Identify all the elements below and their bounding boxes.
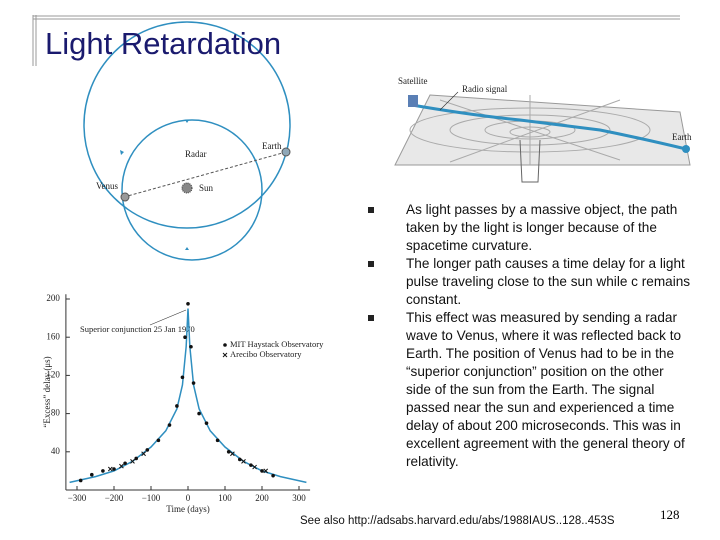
- footer-link: See also http://adsabs.harvard.edu/abs/1…: [300, 515, 615, 527]
- point: [90, 472, 94, 477]
- y-tick-label: 120: [46, 369, 60, 379]
- point: [101, 469, 105, 473]
- spacetime-figure: Satellite Radio signal Earth: [394, 76, 692, 183]
- annotation-line: [149, 309, 187, 326]
- label: Venus: [96, 181, 118, 191]
- point: [130, 458, 135, 464]
- point: [241, 458, 246, 464]
- fit-curve: [69, 308, 307, 484]
- legend-label: Arecibo Observatory: [230, 349, 302, 359]
- bullet-list: As light passes by a massive object, the…: [362, 201, 692, 471]
- y-tick-label: 200: [46, 293, 60, 303]
- x-tick-label: 200: [255, 493, 269, 503]
- label: Sun: [199, 183, 214, 193]
- point: [249, 463, 253, 467]
- y-tick-label: 80: [51, 408, 61, 418]
- slide-title: Light Retardation: [45, 26, 282, 61]
- legend-marker: [222, 352, 228, 358]
- point: [167, 423, 172, 427]
- x-tick-label: 100: [218, 493, 232, 503]
- point: [145, 448, 150, 452]
- label: Earth: [672, 132, 692, 142]
- legend-marker: [223, 343, 227, 347]
- point: [263, 468, 269, 474]
- point: [271, 473, 275, 478]
- point: [112, 467, 116, 471]
- point: [175, 404, 179, 408]
- point: [78, 478, 83, 483]
- legend-label: MIT Haystack Observatory: [230, 339, 324, 349]
- delay-plot: −300 −200 −100 0 100 200 300 40 80 120 160 200 Time …: [42, 293, 324, 514]
- point: [226, 450, 231, 454]
- point: [123, 461, 127, 466]
- point: [183, 335, 187, 340]
- point: [238, 457, 242, 462]
- point: [156, 438, 161, 443]
- point: [230, 451, 235, 457]
- orbit-figure: Earth Radar Venus Sun: [83, 21, 291, 261]
- point: [134, 456, 138, 461]
- point: [197, 411, 201, 416]
- point: [186, 301, 190, 306]
- point: [141, 451, 146, 457]
- point: [215, 438, 220, 443]
- y-axis-label: “Excess” delay (μs): [42, 356, 52, 427]
- bullet: This effect was measured by sending a ra…: [362, 309, 692, 471]
- point: [191, 381, 196, 385]
- point: [107, 466, 113, 472]
- x-tick-label: −100: [142, 493, 161, 503]
- y-tick-label: 40: [51, 446, 61, 456]
- y-tick-label: 160: [46, 331, 60, 341]
- frame: [32, 15, 680, 66]
- point: [189, 344, 193, 349]
- point: [204, 421, 209, 425]
- point: [119, 463, 124, 469]
- x-axis-label: Time (days): [166, 504, 209, 514]
- bullet: The longer path causes a time delay for …: [362, 255, 692, 309]
- label: Satellite: [398, 76, 428, 86]
- label: Radar: [185, 149, 207, 159]
- bullet: As light passes by a massive object, the…: [362, 201, 692, 255]
- page-number: 128: [660, 507, 680, 522]
- label: Radio signal: [462, 84, 508, 94]
- label: Earth: [262, 141, 282, 151]
- point: [252, 464, 257, 470]
- x-tick-label: 0: [186, 493, 191, 503]
- x-tick-label: 300: [292, 493, 306, 503]
- point: [260, 469, 264, 473]
- x-tick-label: −300: [68, 493, 87, 503]
- annotation: Superior conjunction 25 Jan 1970: [80, 324, 195, 334]
- point: [180, 375, 185, 380]
- x-tick-label: −200: [105, 493, 124, 503]
